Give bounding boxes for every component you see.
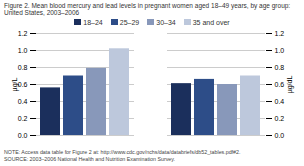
svg-text:0.8: 0.8 xyxy=(275,64,285,71)
html-text:United States, 2003–2006: United States, 2003–2006 xyxy=(4,9,80,17)
svg-text:0.6: 0.6 xyxy=(275,81,285,88)
svg-text:0.2: 0.2 xyxy=(18,115,28,122)
svg-text:0.0: 0.0 xyxy=(275,132,285,139)
svg-text:0.8: 0.8 xyxy=(18,64,28,71)
svg-text:1.0: 1.0 xyxy=(18,47,28,54)
html-text:18–24: 18–24 xyxy=(83,18,103,26)
html-text:35 and over: 35 and over xyxy=(192,18,230,26)
svg-text:µg/L: µg/L xyxy=(11,78,19,92)
svg-text:1.2: 1.2 xyxy=(18,30,28,37)
html-text:SOURCE: 2003–2006 National Hea: SOURCE: 2003–2006 National Health and Nu… xyxy=(4,155,175,162)
svg-text:0.6: 0.6 xyxy=(18,81,28,88)
html-text:NOTE: Access data table for Fi: NOTE: Access data table for Figure 2 at:… xyxy=(4,149,241,156)
html-text:25–29: 25–29 xyxy=(119,18,140,26)
svg-text:0.4: 0.4 xyxy=(275,98,285,105)
html-text:Figure 2. Mean blood mercury a: Figure 2. Mean blood mercury and lead le… xyxy=(4,2,291,9)
svg-text:1.2: 1.2 xyxy=(275,30,285,37)
html-text:30–34: 30–34 xyxy=(156,18,176,26)
svg-text:0.4: 0.4 xyxy=(18,98,28,105)
svg-text:0.2: 0.2 xyxy=(275,115,285,122)
svg-text:µg/dL: µg/dL xyxy=(286,76,294,94)
svg-text:0.0: 0.0 xyxy=(18,132,28,139)
svg-text:1.0: 1.0 xyxy=(275,47,285,54)
